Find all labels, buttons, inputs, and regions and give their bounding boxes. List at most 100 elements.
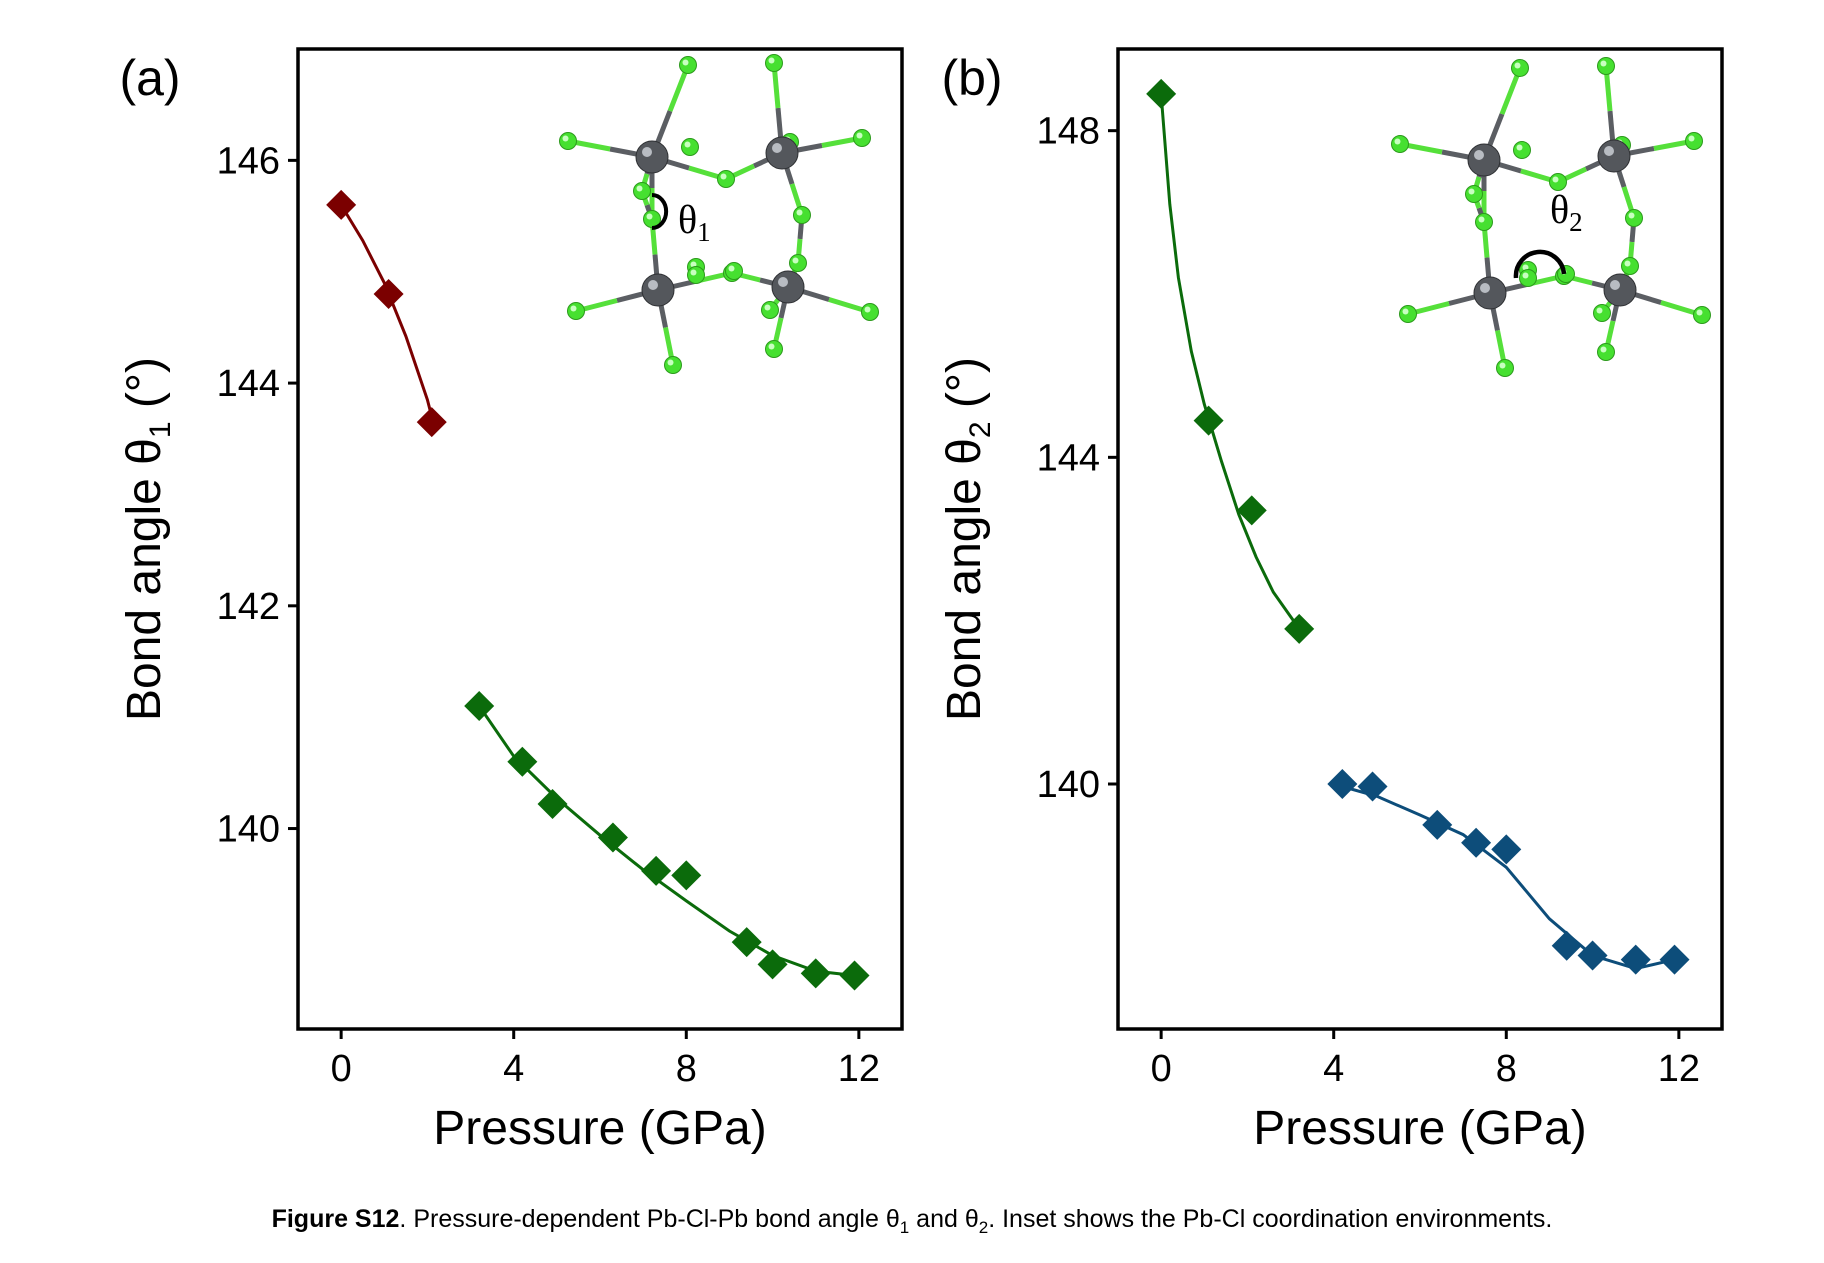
atom-highlight: [728, 265, 735, 272]
atom-highlight: [1624, 260, 1631, 267]
data-point: [1659, 944, 1690, 975]
caption-sub-a: 1: [899, 1218, 910, 1237]
cl-atom: [567, 302, 585, 320]
data-point: [464, 691, 495, 722]
cl-atom: [1685, 132, 1703, 150]
x-tick-label: 0: [331, 1048, 352, 1090]
atom-highlight: [642, 147, 652, 157]
data-point: [416, 407, 447, 438]
cl-atom: [853, 129, 871, 147]
panel-b: 0 4 8 12 140 144 148 Pressure (GPa) Bond angle θ…: [938, 47, 1724, 1155]
atom-highlight: [1474, 150, 1484, 160]
data-point: [1327, 769, 1358, 799]
series-fit-line: [477, 705, 855, 977]
atom-highlight: [570, 305, 577, 312]
series-fit-line: [339, 204, 434, 417]
pb-atom: [1473, 276, 1507, 310]
cl-atom: [1597, 57, 1615, 75]
atom-highlight: [1688, 135, 1695, 142]
atom-highlight: [720, 173, 727, 180]
x-tick-label: 8: [676, 1048, 697, 1090]
y-tick-label: 142: [217, 586, 280, 628]
data-point: [731, 927, 762, 958]
panel-label: (b): [941, 50, 1002, 106]
atom-highlight: [1516, 144, 1523, 151]
atom-highlight: [1522, 272, 1529, 279]
data-point: [1620, 944, 1651, 975]
plot-frame: [1116, 47, 1724, 1031]
atom-highlight: [1394, 138, 1401, 145]
atom-highlight: [684, 141, 691, 148]
caption-text-b: and θ: [909, 1205, 979, 1233]
atom-highlight: [690, 261, 697, 268]
cl-atom: [861, 303, 879, 321]
atom-highlight: [768, 343, 775, 350]
angle-arc: [651, 193, 669, 230]
caption-sub-b: 2: [978, 1218, 989, 1237]
atom-highlight: [792, 257, 799, 264]
y-axis-label: Bond angle θ1 (°): [118, 357, 177, 721]
series-fit-line: [1341, 785, 1675, 971]
cl-atom: [1513, 141, 1531, 159]
panel-label: (a): [119, 50, 180, 106]
caption-label: Figure S12: [271, 1205, 400, 1233]
atom-highlight: [1478, 216, 1485, 223]
cl-atom: [1475, 213, 1493, 231]
cl-atom: [1399, 305, 1417, 323]
atom-highlight: [1480, 283, 1490, 293]
cl-atom: [633, 182, 651, 200]
cl-atom: [1496, 359, 1514, 377]
cl-atom: [687, 266, 705, 284]
atom-highlight: [562, 135, 569, 142]
data-point: [800, 958, 831, 989]
cl-atom: [1519, 269, 1537, 287]
pb-atom: [635, 140, 669, 174]
atom-highlight: [1610, 280, 1620, 290]
atom-highlight: [1600, 60, 1607, 67]
atom-highlight: [1402, 308, 1409, 315]
atom-highlight: [1522, 264, 1529, 271]
atom-highlight: [648, 280, 658, 290]
data-point: [1236, 495, 1267, 526]
pb-atom: [641, 273, 675, 307]
cl-atom: [1693, 306, 1711, 324]
pb-atom: [771, 270, 805, 304]
cl-atom: [789, 254, 807, 272]
x-axis-label: Pressure (GPa): [433, 1102, 766, 1155]
cl-atom: [559, 132, 577, 150]
cl-atom: [1597, 343, 1615, 361]
atom-highlight: [667, 359, 674, 366]
atom-highlight: [646, 213, 653, 220]
y-tick-label: 148: [1037, 111, 1100, 153]
cl-atom: [765, 340, 783, 358]
x-tick-label: 12: [1658, 1048, 1700, 1090]
data-point: [537, 789, 568, 820]
x-tick-label: 0: [1151, 1048, 1172, 1090]
y-tick-label: 140: [1037, 764, 1100, 806]
cl-atom: [1391, 135, 1409, 153]
panel-a: 0 4 8 12 140 142 144 146 Pressure (GPa) Bond angl…: [118, 47, 904, 1155]
data-point: [373, 279, 404, 309]
atom-highlight: [1628, 212, 1635, 219]
figure-caption: Figure S12. Pressure-dependent Pb-Cl-Pb …: [0, 1205, 1824, 1238]
pb-atom: [1467, 143, 1501, 177]
atom-highlight: [1514, 62, 1521, 69]
data-point: [1284, 613, 1315, 644]
cl-atom: [681, 138, 699, 156]
x-tick-label: 12: [838, 1048, 880, 1090]
atom-highlight: [1468, 188, 1475, 195]
atom-highlight: [1696, 309, 1703, 316]
atom-highlight: [1552, 176, 1559, 183]
y-tick-label: 144: [1037, 437, 1100, 479]
data-point: [757, 949, 788, 980]
cl-atom: [761, 301, 779, 319]
data-point: [1491, 834, 1522, 865]
data-point: [597, 822, 628, 853]
x-tick-label: 4: [1323, 1048, 1344, 1090]
atom-highlight: [1600, 346, 1607, 353]
data-point: [641, 855, 672, 886]
atom-highlight: [856, 132, 863, 139]
cl-atom: [793, 206, 811, 224]
atom-highlight: [768, 57, 775, 64]
cl-atom: [664, 356, 682, 374]
